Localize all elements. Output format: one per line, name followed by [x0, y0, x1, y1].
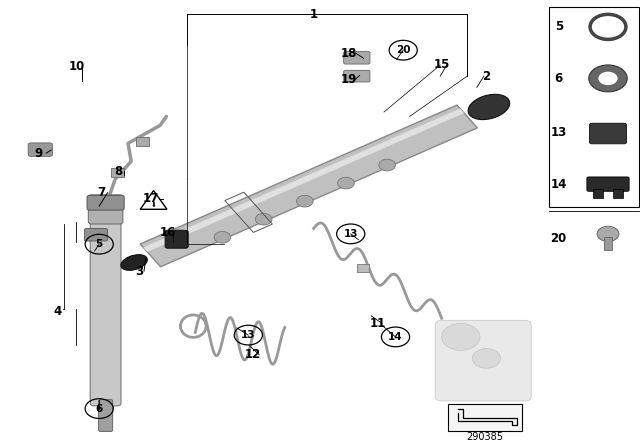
Circle shape — [442, 323, 480, 350]
Text: 9: 9 — [35, 146, 42, 160]
Ellipse shape — [468, 95, 509, 120]
Text: 16: 16 — [159, 226, 176, 240]
Text: 8: 8 — [115, 164, 122, 178]
Bar — [549, 7, 639, 207]
Circle shape — [589, 65, 627, 92]
Text: 20: 20 — [396, 45, 410, 55]
Text: 13: 13 — [550, 125, 567, 139]
Bar — [593, 189, 603, 198]
Text: 19: 19 — [340, 73, 357, 86]
Text: 13: 13 — [241, 330, 255, 340]
Polygon shape — [143, 108, 464, 252]
Text: 10: 10 — [68, 60, 85, 73]
FancyBboxPatch shape — [90, 212, 121, 406]
FancyBboxPatch shape — [344, 70, 370, 82]
Text: 13: 13 — [344, 229, 358, 239]
Text: 5: 5 — [555, 20, 563, 34]
Circle shape — [598, 72, 618, 85]
FancyBboxPatch shape — [28, 143, 52, 156]
Polygon shape — [140, 105, 477, 267]
FancyBboxPatch shape — [88, 195, 123, 224]
Text: ⬇: ⬇ — [150, 202, 157, 208]
Circle shape — [296, 195, 313, 207]
Text: 2: 2 — [483, 69, 490, 83]
FancyBboxPatch shape — [435, 320, 531, 401]
FancyBboxPatch shape — [344, 52, 370, 64]
Bar — [604, 237, 612, 250]
Text: 6: 6 — [555, 72, 563, 85]
Circle shape — [597, 226, 619, 241]
Text: 11: 11 — [369, 317, 386, 330]
Circle shape — [255, 213, 272, 225]
Text: 14: 14 — [388, 332, 403, 342]
Bar — [357, 264, 369, 272]
Bar — [136, 137, 149, 146]
Ellipse shape — [121, 254, 147, 270]
Text: 6: 6 — [95, 404, 103, 414]
Text: 20: 20 — [550, 232, 567, 245]
Text: 4: 4 — [54, 305, 61, 318]
Text: 17: 17 — [142, 192, 159, 206]
FancyBboxPatch shape — [84, 228, 108, 241]
Circle shape — [472, 349, 500, 368]
FancyBboxPatch shape — [587, 177, 629, 191]
Circle shape — [214, 232, 231, 243]
FancyBboxPatch shape — [589, 123, 627, 144]
Text: 5: 5 — [95, 239, 103, 249]
Text: 7: 7 — [97, 186, 105, 199]
Text: 18: 18 — [340, 47, 357, 60]
Text: 3: 3 — [136, 264, 143, 278]
Bar — [111, 168, 124, 177]
Text: 1: 1 — [310, 8, 317, 21]
Bar — [613, 189, 623, 198]
FancyBboxPatch shape — [165, 230, 188, 248]
Text: 15: 15 — [433, 58, 450, 72]
Bar — [448, 404, 522, 431]
Text: 290385: 290385 — [466, 432, 503, 442]
Circle shape — [379, 159, 396, 171]
Text: 12: 12 — [244, 348, 261, 362]
Circle shape — [338, 177, 355, 189]
FancyBboxPatch shape — [99, 400, 113, 431]
FancyBboxPatch shape — [87, 195, 124, 210]
Text: 14: 14 — [550, 178, 567, 191]
